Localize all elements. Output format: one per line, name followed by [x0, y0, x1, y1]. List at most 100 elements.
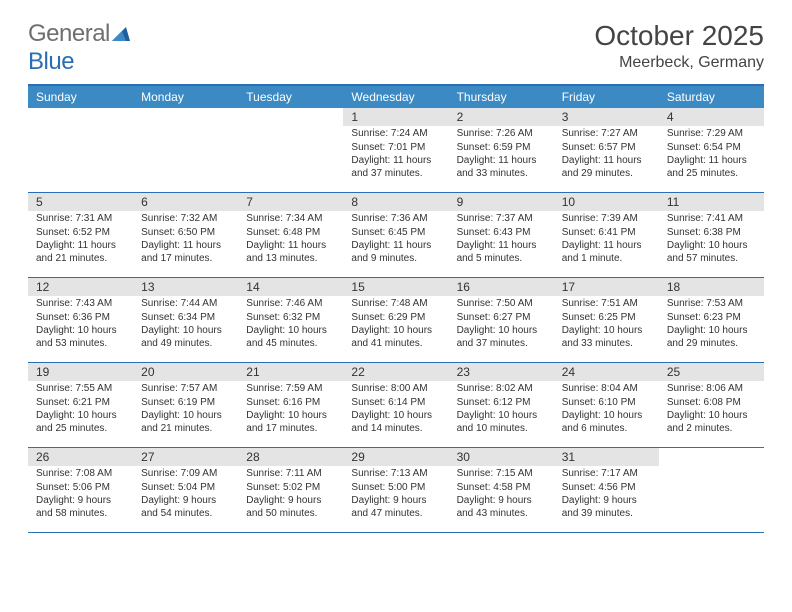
- daylight-text: Daylight: 10 hours and 45 minutes.: [246, 325, 335, 350]
- day-cell: 6Sunrise: 7:32 AMSunset: 6:50 PMDaylight…: [133, 193, 238, 277]
- day-number: 31: [554, 448, 659, 466]
- day-cell: 4Sunrise: 7:29 AMSunset: 6:54 PMDaylight…: [659, 108, 764, 192]
- day-number: 11: [659, 193, 764, 211]
- day-detail: Sunrise: 7:17 AMSunset: 4:56 PMDaylight:…: [554, 466, 659, 525]
- day-number: 22: [343, 363, 448, 381]
- sunset-text: Sunset: 6:29 PM: [351, 312, 440, 325]
- day-number: 3: [554, 108, 659, 126]
- day-cell: 22Sunrise: 8:00 AMSunset: 6:14 PMDayligh…: [343, 363, 448, 447]
- day-of-week-header: Sunday Monday Tuesday Wednesday Thursday…: [28, 86, 764, 108]
- day-cell: 18Sunrise: 7:53 AMSunset: 6:23 PMDayligh…: [659, 278, 764, 362]
- day-cell: 12Sunrise: 7:43 AMSunset: 6:36 PMDayligh…: [28, 278, 133, 362]
- day-cell: 24Sunrise: 8:04 AMSunset: 6:10 PMDayligh…: [554, 363, 659, 447]
- sunrise-text: Sunrise: 7:36 AM: [351, 213, 440, 226]
- sunset-text: Sunset: 6:59 PM: [457, 142, 546, 155]
- day-cell: [238, 108, 343, 192]
- day-cell: 27Sunrise: 7:09 AMSunset: 5:04 PMDayligh…: [133, 448, 238, 532]
- sunset-text: Sunset: 6:50 PM: [141, 227, 230, 240]
- daylight-text: Daylight: 11 hours and 9 minutes.: [351, 240, 440, 265]
- logo-triangle-icon: [112, 20, 130, 48]
- day-cell: 19Sunrise: 7:55 AMSunset: 6:21 PMDayligh…: [28, 363, 133, 447]
- sunset-text: Sunset: 6:32 PM: [246, 312, 335, 325]
- day-cell: [28, 108, 133, 192]
- day-number: 9: [449, 193, 554, 211]
- sunrise-text: Sunrise: 7:44 AM: [141, 298, 230, 311]
- sunrise-text: Sunrise: 7:59 AM: [246, 383, 335, 396]
- daylight-text: Daylight: 10 hours and 49 minutes.: [141, 325, 230, 350]
- dow-fri: Friday: [554, 86, 659, 108]
- day-detail: Sunrise: 7:15 AMSunset: 4:58 PMDaylight:…: [449, 466, 554, 525]
- day-cell: 11Sunrise: 7:41 AMSunset: 6:38 PMDayligh…: [659, 193, 764, 277]
- sunrise-text: Sunrise: 7:17 AM: [562, 468, 651, 481]
- sunset-text: Sunset: 6:38 PM: [667, 227, 756, 240]
- day-detail: Sunrise: 7:08 AMSunset: 5:06 PMDaylight:…: [28, 466, 133, 525]
- daylight-text: Daylight: 10 hours and 25 minutes.: [36, 410, 125, 435]
- sunrise-text: Sunrise: 7:34 AM: [246, 213, 335, 226]
- day-detail: Sunrise: 7:48 AMSunset: 6:29 PMDaylight:…: [343, 296, 448, 355]
- day-cell: 5Sunrise: 7:31 AMSunset: 6:52 PMDaylight…: [28, 193, 133, 277]
- sunset-text: Sunset: 5:06 PM: [36, 482, 125, 495]
- daylight-text: Daylight: 11 hours and 29 minutes.: [562, 155, 651, 180]
- day-number: 28: [238, 448, 343, 466]
- sunset-text: Sunset: 6:16 PM: [246, 397, 335, 410]
- day-cell: 26Sunrise: 7:08 AMSunset: 5:06 PMDayligh…: [28, 448, 133, 532]
- day-number: 1: [343, 108, 448, 126]
- daylight-text: Daylight: 11 hours and 33 minutes.: [457, 155, 546, 180]
- day-detail: Sunrise: 8:04 AMSunset: 6:10 PMDaylight:…: [554, 381, 659, 440]
- day-detail: Sunrise: 7:24 AMSunset: 7:01 PMDaylight:…: [343, 126, 448, 185]
- dow-sat: Saturday: [659, 86, 764, 108]
- title-block: October 2025 Meerbeck, Germany: [594, 20, 764, 72]
- sunset-text: Sunset: 6:41 PM: [562, 227, 651, 240]
- day-number: [238, 108, 343, 126]
- day-cell: 29Sunrise: 7:13 AMSunset: 5:00 PMDayligh…: [343, 448, 448, 532]
- day-cell: 30Sunrise: 7:15 AMSunset: 4:58 PMDayligh…: [449, 448, 554, 532]
- sunrise-text: Sunrise: 7:26 AM: [457, 128, 546, 141]
- day-cell: 20Sunrise: 7:57 AMSunset: 6:19 PMDayligh…: [133, 363, 238, 447]
- sunrise-text: Sunrise: 7:32 AM: [141, 213, 230, 226]
- daylight-text: Daylight: 10 hours and 17 minutes.: [246, 410, 335, 435]
- daylight-text: Daylight: 9 hours and 54 minutes.: [141, 495, 230, 520]
- day-number: [28, 108, 133, 126]
- sunrise-text: Sunrise: 8:00 AM: [351, 383, 440, 396]
- day-cell: 9Sunrise: 7:37 AMSunset: 6:43 PMDaylight…: [449, 193, 554, 277]
- sunrise-text: Sunrise: 7:53 AM: [667, 298, 756, 311]
- day-cell: 23Sunrise: 8:02 AMSunset: 6:12 PMDayligh…: [449, 363, 554, 447]
- day-number: 19: [28, 363, 133, 381]
- day-detail: Sunrise: 7:53 AMSunset: 6:23 PMDaylight:…: [659, 296, 764, 355]
- sunset-text: Sunset: 6:27 PM: [457, 312, 546, 325]
- location: Meerbeck, Germany: [594, 54, 764, 72]
- sunset-text: Sunset: 6:52 PM: [36, 227, 125, 240]
- day-detail: Sunrise: 7:41 AMSunset: 6:38 PMDaylight:…: [659, 211, 764, 270]
- day-detail: Sunrise: 7:31 AMSunset: 6:52 PMDaylight:…: [28, 211, 133, 270]
- sunrise-text: Sunrise: 8:02 AM: [457, 383, 546, 396]
- day-cell: 25Sunrise: 8:06 AMSunset: 6:08 PMDayligh…: [659, 363, 764, 447]
- day-detail: Sunrise: 8:06 AMSunset: 6:08 PMDaylight:…: [659, 381, 764, 440]
- sunrise-text: Sunrise: 7:37 AM: [457, 213, 546, 226]
- sunset-text: Sunset: 6:23 PM: [667, 312, 756, 325]
- sunset-text: Sunset: 6:48 PM: [246, 227, 335, 240]
- day-number: 23: [449, 363, 554, 381]
- sunrise-text: Sunrise: 7:24 AM: [351, 128, 440, 141]
- sunset-text: Sunset: 7:01 PM: [351, 142, 440, 155]
- day-detail: Sunrise: 7:29 AMSunset: 6:54 PMDaylight:…: [659, 126, 764, 185]
- logo-text-blue: Blue: [28, 48, 74, 75]
- sunrise-text: Sunrise: 7:39 AM: [562, 213, 651, 226]
- daylight-text: Daylight: 10 hours and 57 minutes.: [667, 240, 756, 265]
- sunrise-text: Sunrise: 7:09 AM: [141, 468, 230, 481]
- day-number: 7: [238, 193, 343, 211]
- day-number: [133, 108, 238, 126]
- sunset-text: Sunset: 6:54 PM: [667, 142, 756, 155]
- sunrise-text: Sunrise: 8:04 AM: [562, 383, 651, 396]
- day-number: 6: [133, 193, 238, 211]
- day-detail: Sunrise: 7:44 AMSunset: 6:34 PMDaylight:…: [133, 296, 238, 355]
- day-number: 26: [28, 448, 133, 466]
- week-row: 19Sunrise: 7:55 AMSunset: 6:21 PMDayligh…: [28, 363, 764, 448]
- logo-text: GeneralBlue: [28, 20, 130, 76]
- day-number: 2: [449, 108, 554, 126]
- sunrise-text: Sunrise: 7:11 AM: [246, 468, 335, 481]
- sunset-text: Sunset: 5:02 PM: [246, 482, 335, 495]
- sunset-text: Sunset: 6:25 PM: [562, 312, 651, 325]
- sunset-text: Sunset: 6:34 PM: [141, 312, 230, 325]
- dow-wed: Wednesday: [343, 86, 448, 108]
- day-cell: 21Sunrise: 7:59 AMSunset: 6:16 PMDayligh…: [238, 363, 343, 447]
